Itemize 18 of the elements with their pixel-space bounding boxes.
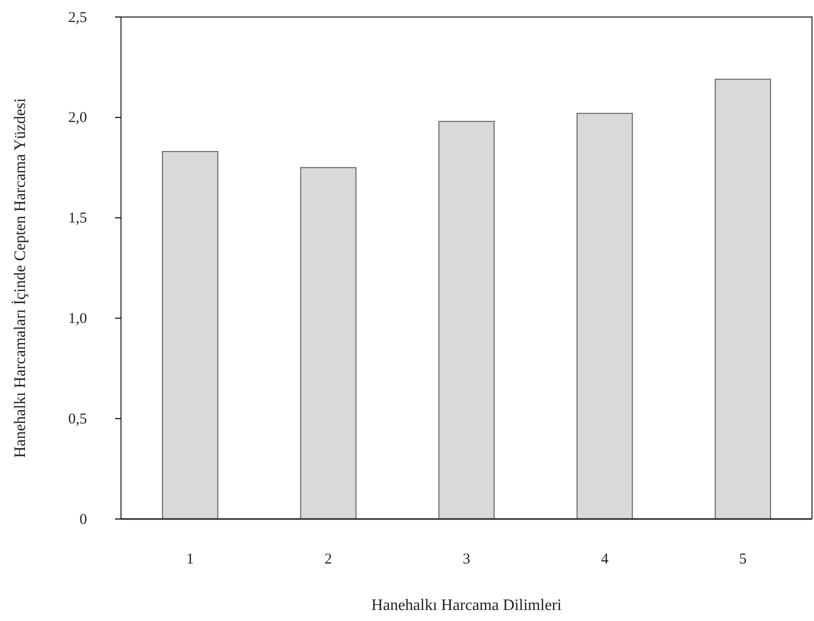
y-tick-label: 0,5 (68, 411, 87, 428)
y-tick-label: 0 (80, 512, 87, 528)
x-axis-title: Hanehalkı Harcama Dilimleri (371, 597, 562, 614)
x-tick-label: 3 (462, 552, 470, 568)
x-tick-label: 1 (186, 552, 194, 568)
y-tick-label: 1,5 (68, 210, 87, 227)
bar (714, 78, 772, 520)
x-tick-label: 5 (739, 552, 747, 568)
bar (162, 151, 218, 520)
y-axis-title: Hanehalkı Harcamaları İçinde Cepten Harcama Yüzdesi (11, 98, 29, 458)
y-tick-label: 2,0 (68, 110, 87, 126)
x-tick-label: 2 (324, 552, 332, 568)
bar (576, 112, 633, 520)
y-tick-label: 2,5 (68, 10, 87, 26)
y-tick-label: 1,0 (68, 311, 87, 327)
bar (300, 167, 356, 520)
bar (438, 120, 495, 520)
x-tick-label: 4 (600, 552, 609, 568)
